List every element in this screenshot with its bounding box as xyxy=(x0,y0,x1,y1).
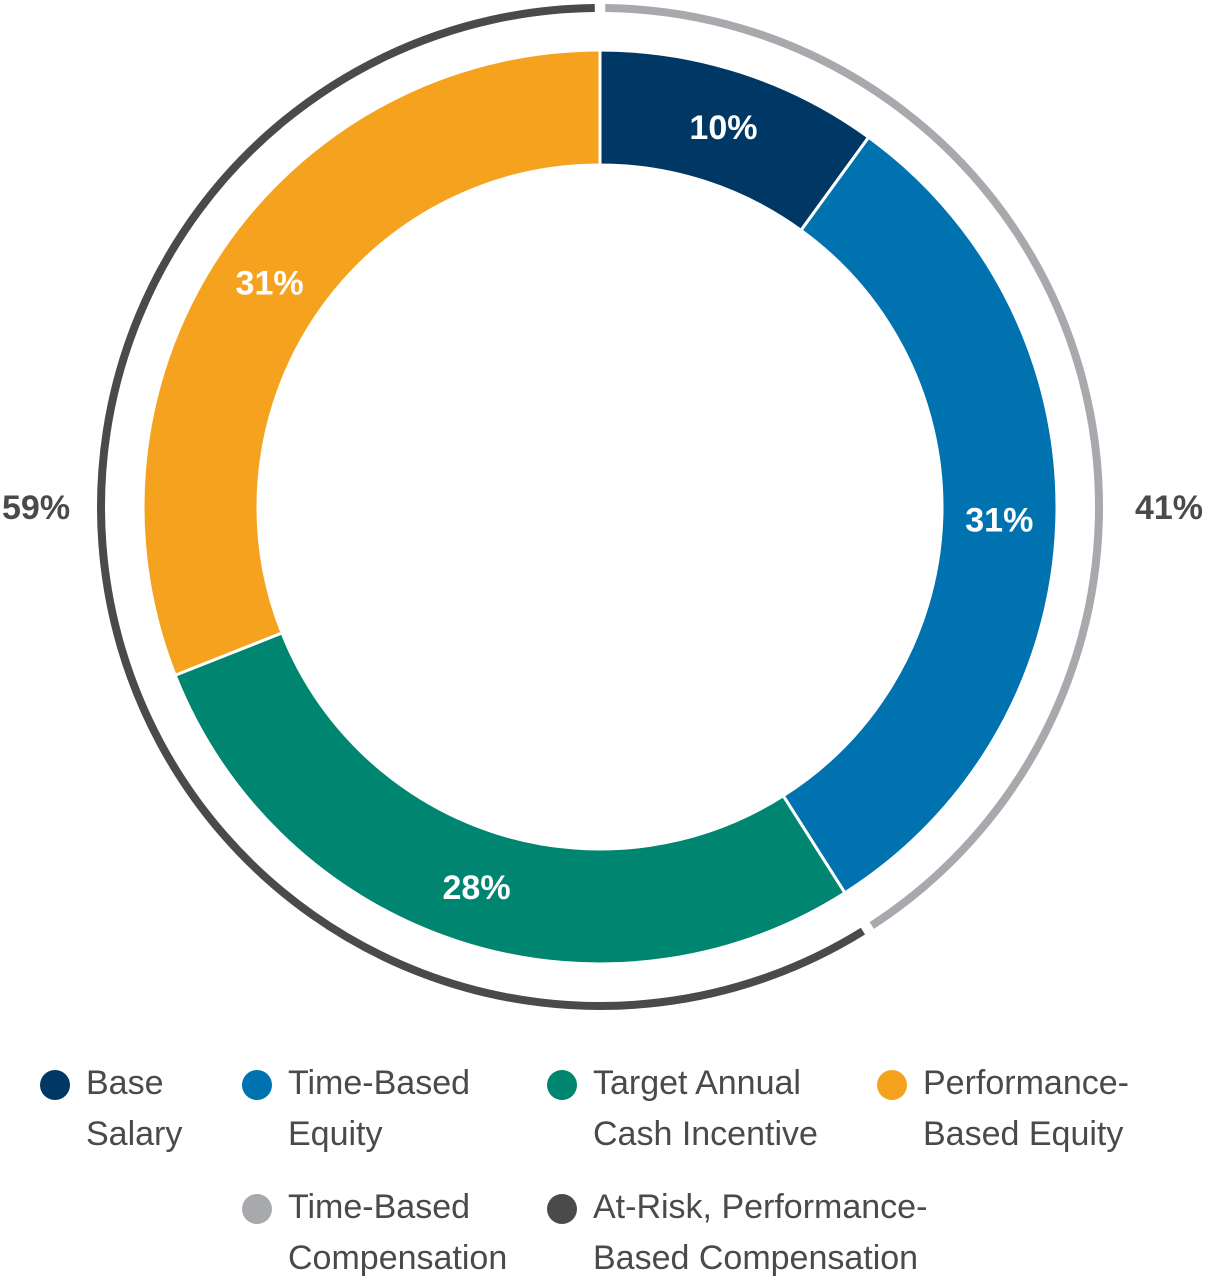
legend: Base Salary Time-Based Equity Target Ann… xyxy=(0,1058,1213,1277)
slice-label-performance-based-equity: 31% xyxy=(236,264,304,302)
legend-item-target-annual-cash-incentive: Target Annual Cash Incentive xyxy=(547,1058,818,1160)
legend-label: At-Risk, Performance- Based Compensation xyxy=(593,1188,928,1277)
outer-labels: 41% 59% xyxy=(2,489,1203,527)
slice-label-time-based-equity: 31% xyxy=(965,502,1033,540)
circle-icon xyxy=(547,1070,577,1100)
legend-label: Base Salary xyxy=(86,1064,183,1153)
inner-ring xyxy=(141,48,1059,966)
donut-chart: 10% 31% 28% 31% 41% 59% xyxy=(2,4,1203,1010)
legend-item-time-based-compensation: Time-Based Compensation xyxy=(242,1182,507,1284)
legend-label: Time-Based Equity xyxy=(288,1064,471,1153)
outer-arc-time-based-compensation xyxy=(605,4,1103,929)
slice-label-base-salary: 10% xyxy=(689,109,757,147)
legend-item-at-risk-performance-based-compensation: At-Risk, Performance- Based Compensation xyxy=(547,1182,927,1284)
legend-item-base-salary: Base Salary xyxy=(40,1058,182,1160)
slice-time-based-equity xyxy=(781,135,1059,895)
legend-label: Performance- Based Equity xyxy=(923,1064,1129,1153)
circle-icon xyxy=(877,1070,907,1100)
slice-label-target-annual-cash-incentive: 28% xyxy=(443,869,511,907)
outer-label-time-based-compensation: 41% xyxy=(1135,489,1203,527)
legend-label: Target Annual Cash Incentive xyxy=(593,1064,818,1153)
circle-icon xyxy=(242,1194,272,1224)
circle-icon xyxy=(242,1070,272,1100)
circle-icon xyxy=(547,1194,577,1224)
slice-performance-based-equity xyxy=(141,48,602,678)
slice-labels: 10% 31% 28% 31% xyxy=(236,109,1034,907)
legend-label: Time-Based Compensation xyxy=(288,1188,508,1277)
legend-item-time-based-equity: Time-Based Equity xyxy=(242,1058,470,1160)
circle-icon xyxy=(40,1070,70,1100)
outer-arc-at-risk-performance-based-compensation xyxy=(97,4,866,1010)
slice-target-annual-cash-incentive xyxy=(173,630,847,966)
outer-label-at-risk-performance-based-compensation: 59% xyxy=(2,489,70,527)
outer-ring xyxy=(97,4,1103,1010)
legend-item-performance-based-equity: Performance- Based Equity xyxy=(877,1058,1129,1160)
